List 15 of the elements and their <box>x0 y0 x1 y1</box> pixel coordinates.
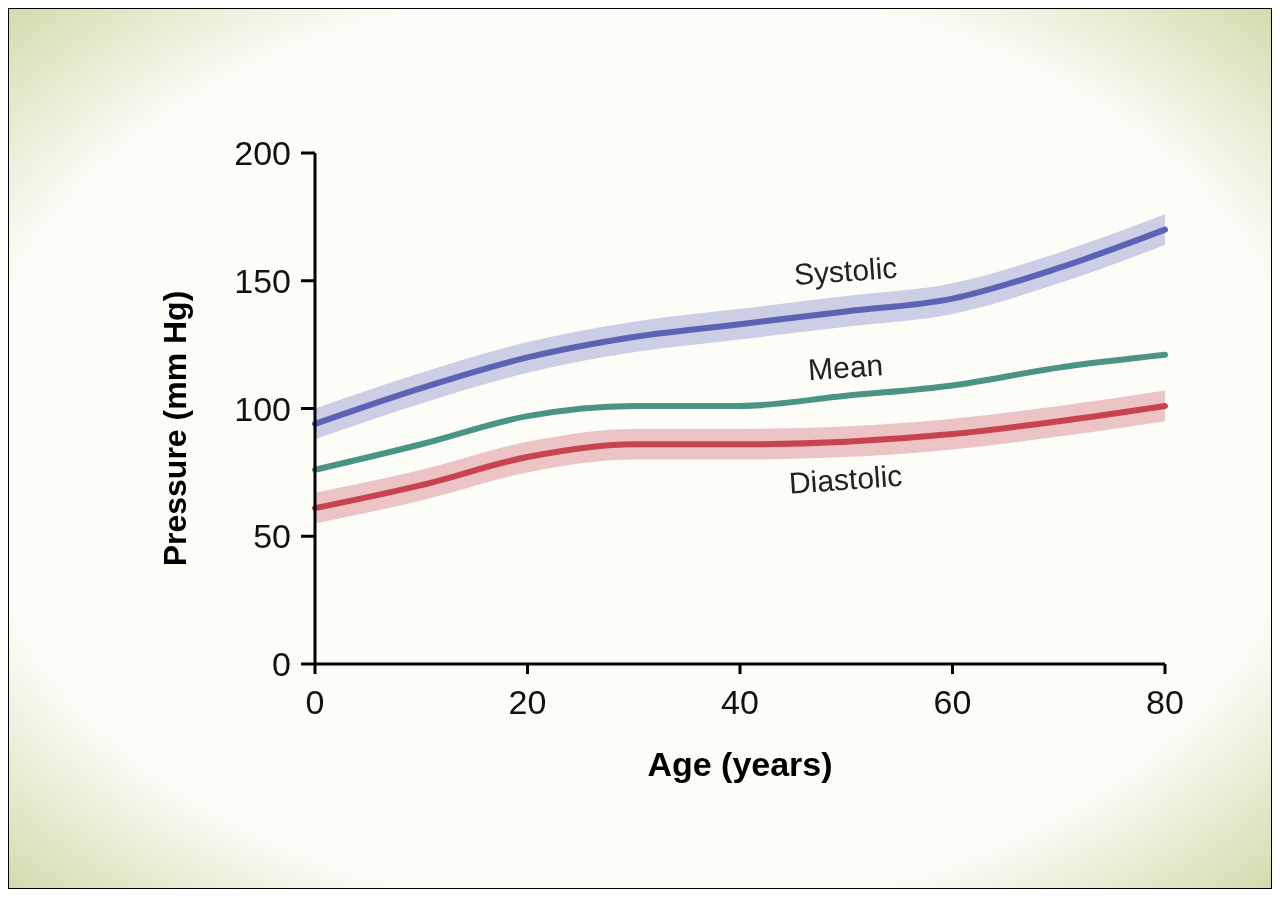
y-tick-label: 50 <box>253 517 291 556</box>
series-label: Mean <box>806 348 885 387</box>
y-tick-label: 100 <box>234 389 291 428</box>
y-tick-label: 200 <box>234 134 291 172</box>
x-tick-label: 80 <box>1146 683 1184 721</box>
series-label: Systolic <box>792 250 899 291</box>
x-tick-label: 40 <box>721 683 759 721</box>
y-axis-title: Pressure (mm Hg) <box>157 290 193 567</box>
x-tick-label: 0 <box>305 683 325 721</box>
y-tick-label: 150 <box>234 261 291 300</box>
series-label: Diastolic <box>787 458 904 500</box>
y-tick-label: 0 <box>272 645 291 683</box>
x-tick-label: 60 <box>933 683 972 721</box>
x-tick-label: 20 <box>508 683 547 721</box>
x-axis-title: Age (years) <box>647 745 833 783</box>
